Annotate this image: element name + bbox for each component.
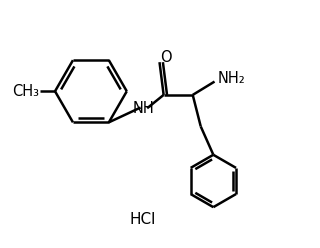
- Text: NH₂: NH₂: [218, 71, 245, 86]
- Text: HCl: HCl: [130, 212, 156, 227]
- Text: CH₃: CH₃: [12, 84, 39, 99]
- Text: O: O: [160, 50, 172, 65]
- Text: NH: NH: [133, 101, 155, 116]
